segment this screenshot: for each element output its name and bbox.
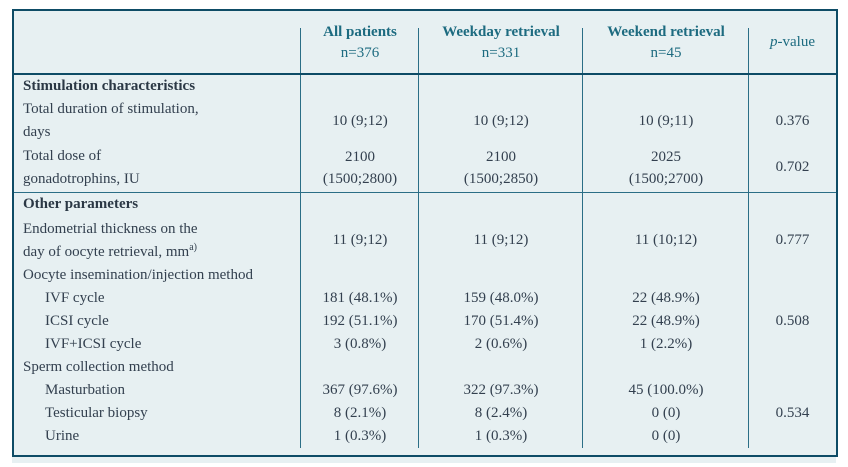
value-weekend: 22 (48.9%) bbox=[582, 310, 749, 333]
footnote-marker: a) bbox=[189, 241, 197, 253]
row-ivf-icsi-cycle: IVF+ICSI cycle 3 (0.8%) 2 (0.6%) 1 (2.2%… bbox=[13, 333, 837, 356]
header-row: All patients n=376 Weekday retrieval n=3… bbox=[13, 10, 837, 75]
row-label: ICSI cycle bbox=[45, 313, 109, 329]
p-value: 0.702 bbox=[748, 144, 837, 192]
value-weekend: 22 (48.9%) bbox=[582, 287, 749, 310]
header-weekend-label: Weekend retrieval bbox=[607, 23, 725, 40]
section-other-parameters: Other parameters bbox=[13, 191, 837, 218]
value-weekday: 2100 (1500;2850) bbox=[418, 144, 583, 192]
value-all-patients: 192 (51.1%) bbox=[300, 310, 419, 333]
value-all-patients: 1 (0.3%) bbox=[300, 425, 419, 448]
subhead-label: Oocyte insemination/injection method bbox=[23, 267, 253, 283]
p-value-group: 0.534 bbox=[748, 379, 837, 448]
value-all-patients: 8 (2.1%) bbox=[300, 402, 419, 425]
value-all-patients: 11 (9;12) bbox=[300, 217, 419, 264]
value-weekday: 170 (51.4%) bbox=[418, 310, 583, 333]
value-all-patients: 3 (0.8%) bbox=[300, 333, 419, 356]
header-p-value: p-value bbox=[748, 10, 837, 75]
row-urine: Urine 1 (0.3%) 1 (0.3%) 0 (0) bbox=[13, 425, 837, 448]
header-empty-cell bbox=[13, 10, 301, 75]
value-weekday: 10 (9;12) bbox=[418, 98, 583, 144]
row-label: Total dose of gonadotrophins, IU bbox=[23, 147, 140, 187]
bottom-spacer bbox=[13, 448, 837, 456]
row-masturbation: Masturbation 367 (97.6%) 322 (97.3%) 45 … bbox=[13, 379, 837, 448]
value-weekday: 11 (9;12) bbox=[418, 217, 583, 264]
subhead-oocyte-method: Oocyte insemination/injection method bbox=[13, 264, 837, 287]
row-testicular-biopsy: Testicular biopsy 8 (2.1%) 8 (2.4%) 0 (0… bbox=[13, 402, 837, 425]
row-label: IVF+ICSI cycle bbox=[45, 336, 142, 352]
row-icsi-cycle: ICSI cycle 192 (51.1%) 170 (51.4%) 22 (4… bbox=[13, 310, 837, 333]
value-weekend: 45 (100.0%) bbox=[582, 379, 749, 402]
header-weekday-retrieval: Weekday retrieval n=331 bbox=[418, 10, 583, 75]
header-weekend-retrieval: Weekend retrieval n=45 bbox=[582, 10, 749, 75]
row-label: Masturbation bbox=[45, 382, 125, 398]
row-total-duration: Total duration of stimulation, days 10 (… bbox=[13, 98, 837, 144]
value-weekday: 159 (48.0%) bbox=[418, 287, 583, 310]
header-weekend-n: n=45 bbox=[650, 44, 682, 61]
table-panel: All patients n=376 Weekday retrieval n=3… bbox=[12, 9, 838, 463]
row-ivf-cycle: IVF cycle 181 (48.1%) 159 (48.0%) 22 (48… bbox=[13, 287, 837, 356]
value-weekday: 322 (97.3%) bbox=[418, 379, 583, 402]
subhead-label: Sperm collection method bbox=[23, 359, 174, 375]
value-weekend: 0 (0) bbox=[582, 402, 749, 425]
row-label: Endometrial thickness on the day of oocy… bbox=[23, 220, 198, 260]
value-all-patients: 2100 (1500;2800) bbox=[300, 144, 419, 192]
value-weekday: 8 (2.4%) bbox=[418, 402, 583, 425]
value-all-patients: 10 (9;12) bbox=[300, 98, 419, 144]
p-value: 0.777 bbox=[748, 217, 837, 264]
p-value-rest: -value bbox=[777, 34, 815, 50]
p-value-italic: p bbox=[770, 34, 778, 50]
value-weekend: 11 (10;12) bbox=[582, 217, 749, 264]
row-endometrial-thickness: Endometrial thickness on the day of oocy… bbox=[13, 217, 837, 264]
row-label: Total duration of stimulation, days bbox=[23, 101, 199, 140]
header-weekday-label: Weekday retrieval bbox=[442, 23, 560, 40]
value-weekend: 10 (9;11) bbox=[582, 98, 749, 144]
header-all-patients-n: n=376 bbox=[340, 44, 380, 61]
p-value: 0.376 bbox=[748, 98, 837, 144]
patient-statistics-table: All patients n=376 Weekday retrieval n=3… bbox=[12, 9, 838, 457]
subhead-sperm-collection: Sperm collection method bbox=[13, 356, 837, 379]
section-label: Other parameters bbox=[13, 191, 301, 217]
value-weekday: 1 (0.3%) bbox=[418, 425, 583, 448]
value-all-patients: 367 (97.6%) bbox=[300, 379, 419, 402]
p-value-group: 0.508 bbox=[748, 287, 837, 356]
value-weekday: 2 (0.6%) bbox=[418, 333, 583, 356]
row-label: Testicular biopsy bbox=[45, 405, 148, 421]
row-label: IVF cycle bbox=[45, 290, 105, 306]
value-all-patients: 181 (48.1%) bbox=[300, 287, 419, 310]
header-all-patients: All patients n=376 bbox=[300, 10, 419, 75]
value-weekend: 2025 (1500;2700) bbox=[582, 144, 749, 192]
header-weekday-n: n=331 bbox=[481, 44, 521, 61]
header-all-patients-label: All patients bbox=[323, 23, 397, 40]
value-weekend: 1 (2.2%) bbox=[582, 333, 749, 356]
value-weekend: 0 (0) bbox=[582, 425, 749, 448]
section-label: Stimulation characteristics bbox=[23, 78, 196, 94]
row-total-dose: Total dose of gonadotrophins, IU 2100 (1… bbox=[13, 144, 837, 192]
row-label: Urine bbox=[45, 428, 80, 444]
section-stimulation-characteristics: Stimulation characteristics bbox=[13, 74, 837, 98]
